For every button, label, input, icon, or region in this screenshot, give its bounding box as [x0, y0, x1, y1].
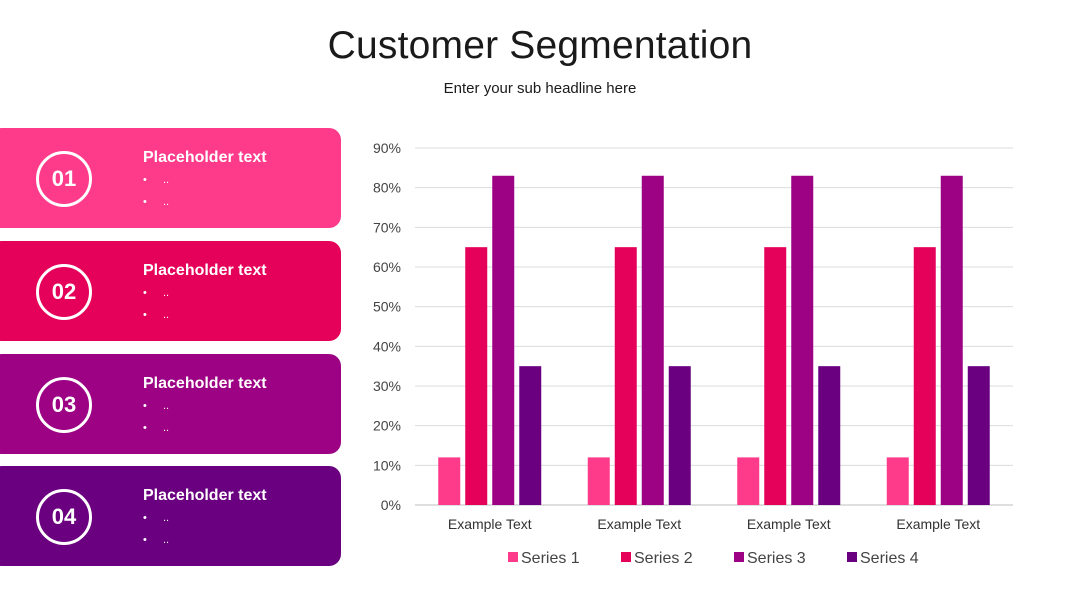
- bar: [886, 457, 909, 505]
- x-tick-label: Example Text: [448, 516, 532, 532]
- y-tick-label: 90%: [373, 140, 401, 156]
- segment-card-4: 04 Placeholder text .. ..: [0, 466, 341, 566]
- segment-number-badge: 01: [36, 151, 92, 207]
- segment-bullet: ..: [143, 194, 169, 216]
- bar: [641, 175, 664, 505]
- bar: [913, 247, 936, 505]
- y-tick-label: 0%: [381, 497, 401, 513]
- page-title: Customer Segmentation: [327, 24, 753, 67]
- segment-bullet: ..: [143, 532, 169, 554]
- y-tick-label: 70%: [373, 219, 401, 235]
- segment-bullet: ..: [143, 307, 169, 329]
- segment-number-badge: 04: [36, 489, 92, 545]
- bar: [492, 175, 515, 505]
- y-tick-label: 20%: [373, 418, 401, 434]
- segment-bullet-list: .. ..: [143, 285, 169, 329]
- bar: [791, 175, 814, 505]
- legend-label: Series 3: [747, 550, 806, 567]
- bar: [587, 457, 610, 505]
- segment-card-3: 03 Placeholder text .. ..: [0, 354, 341, 454]
- segment-title: Placeholder text: [143, 375, 267, 392]
- legend-swatch: [621, 552, 631, 562]
- x-tick-label: Example Text: [597, 516, 681, 532]
- segment-card-1: 01 Placeholder text .. ..: [0, 128, 341, 228]
- segment-title: Placeholder text: [143, 262, 267, 279]
- x-tick-label: Example Text: [896, 516, 980, 532]
- segment-number-badge: 03: [36, 377, 92, 433]
- legend-swatch: [508, 552, 518, 562]
- legend-swatch: [847, 552, 857, 562]
- segment-number-badge: 02: [36, 264, 92, 320]
- y-tick-label: 50%: [373, 299, 401, 315]
- y-tick-label: 40%: [373, 338, 401, 354]
- page-subtitle: Enter your sub headline here: [443, 80, 637, 97]
- bar: [967, 366, 990, 505]
- legend-label: Series 4: [860, 550, 919, 567]
- x-tick-label: Example Text: [747, 516, 831, 532]
- segment-bullet-list: .. ..: [143, 172, 169, 216]
- segment-bullet-list: .. ..: [143, 510, 169, 554]
- bar: [737, 457, 760, 505]
- segment-title: Placeholder text: [143, 487, 267, 504]
- bar: [519, 366, 542, 505]
- bar: [818, 366, 841, 505]
- bar: [614, 247, 637, 505]
- y-tick-label: 10%: [373, 457, 401, 473]
- bar: [668, 366, 691, 505]
- segment-title: Placeholder text: [143, 149, 267, 166]
- y-tick-label: 30%: [373, 378, 401, 394]
- bar: [438, 457, 461, 505]
- bar: [764, 247, 787, 505]
- y-tick-label: 80%: [373, 180, 401, 196]
- y-tick-label: 60%: [373, 259, 401, 275]
- segment-bullet: ..: [143, 420, 169, 442]
- legend-label: Series 2: [634, 550, 693, 567]
- legend-label: Series 1: [521, 550, 580, 567]
- bar: [465, 247, 488, 505]
- segment-bullet: ..: [143, 172, 169, 194]
- segment-bullet: ..: [143, 510, 169, 532]
- segment-bullet: ..: [143, 398, 169, 420]
- bar: [940, 175, 963, 505]
- segment-bullet-list: .. ..: [143, 398, 169, 442]
- segment-bullet: ..: [143, 285, 169, 307]
- legend-swatch: [734, 552, 744, 562]
- segment-card-2: 02 Placeholder text .. ..: [0, 241, 341, 341]
